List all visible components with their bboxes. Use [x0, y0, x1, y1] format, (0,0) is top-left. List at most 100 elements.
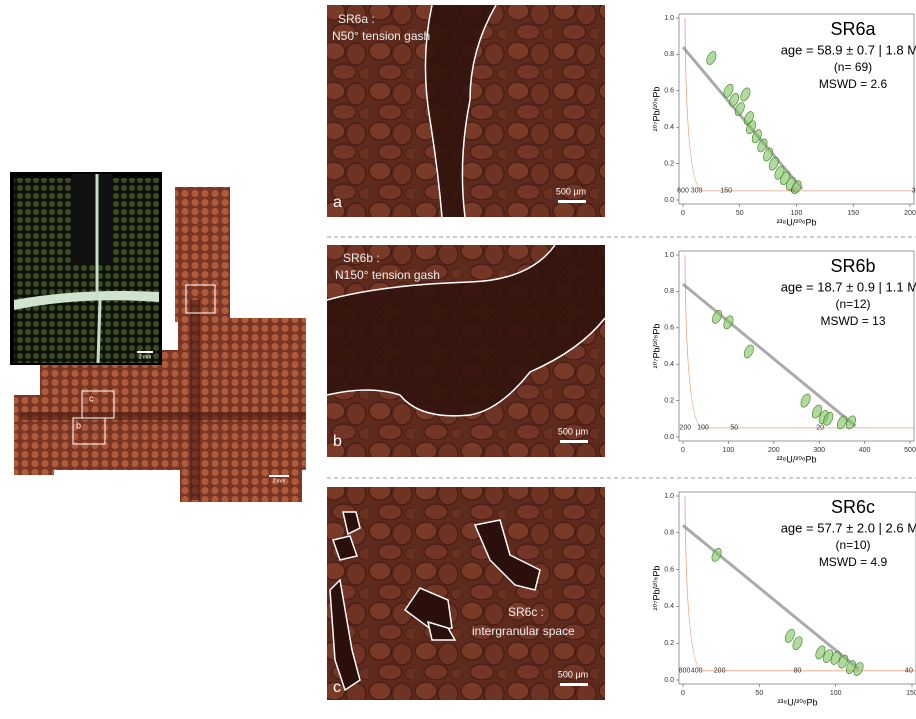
- concordia-age: 20: [816, 425, 824, 432]
- data-ellipse: [815, 645, 826, 660]
- x-tick-label: 100: [723, 447, 735, 454]
- y-axis-label: ²⁰⁷Pb/²⁰⁶Pb: [651, 566, 661, 611]
- panel-letter: c: [333, 679, 341, 696]
- age-text: age = 18.7 ± 0.9 | 1.1 Ma: [781, 279, 916, 294]
- data-ellipse: [800, 393, 811, 408]
- panel-desc: N50° tension gash: [332, 29, 430, 43]
- y-tick-label: 1.0: [664, 15, 674, 22]
- concordia-age: 200: [714, 668, 726, 675]
- plot-frame: [678, 250, 915, 442]
- regression-line: [681, 46, 804, 191]
- panel-desc: intergranular space: [472, 624, 575, 638]
- box-label: c: [89, 393, 94, 403]
- data-ellipse: [711, 548, 722, 562]
- data-ellipse: [838, 654, 849, 669]
- y-tick-label: 1.0: [664, 493, 674, 500]
- panel-letter: a: [333, 194, 342, 211]
- plot-title: SR6a: [830, 19, 876, 39]
- mswd-text: MSWD = 13: [820, 314, 885, 328]
- regression-line: [682, 282, 857, 428]
- data-ellipse: [811, 404, 822, 419]
- x-axis-label: ²³⁸U/²⁰⁶Pb: [776, 217, 816, 227]
- photo-c: SR6c : intergranular space c 500 µm: [327, 487, 605, 700]
- photo-b: SR6b : N150° tension gash b 500 µm: [326, 244, 606, 457]
- plot-title: SR6b: [830, 256, 875, 276]
- data-ellipse: [712, 310, 723, 324]
- concordia-age: 400: [691, 668, 703, 675]
- x-tick-label: 400: [859, 447, 871, 454]
- y-axis-label: ²⁰⁷Pb/²⁰⁶Pb: [651, 87, 661, 132]
- x-tick-label: 150: [847, 210, 859, 217]
- x-tick-label: 500: [904, 447, 916, 454]
- concordia: [684, 17, 914, 192]
- mosaic: 2 mm 2 mm c b: [10, 172, 306, 502]
- data-ellipse: [751, 129, 762, 144]
- panel-name: SR6a :: [338, 12, 375, 26]
- panel-name: SR6c :: [508, 605, 544, 619]
- n-text: (n= 69): [834, 60, 872, 74]
- y-tick-label: 0.8: [664, 530, 674, 537]
- concordia-age: 40: [905, 668, 913, 675]
- concordia-age: 50: [730, 425, 738, 432]
- y-tick-label: 0.2: [664, 397, 674, 404]
- plot: 0.0 0.2 0.4 0.6 0.8 1.0 0 100 200 300 400 500 ²⁰⁷Pb/…: [651, 250, 916, 464]
- concordia-age: 150: [720, 188, 732, 195]
- data-ellipse: [757, 138, 768, 153]
- concordia-age: 100: [697, 425, 709, 432]
- concordia: [684, 254, 914, 429]
- x-tick-label: 50: [755, 690, 763, 697]
- data-ellipse: [734, 102, 745, 116]
- y-tick-label: 0.0: [664, 197, 674, 204]
- plot-title: SR6c: [831, 497, 875, 517]
- data-ellipse: [823, 411, 834, 426]
- data-ellipse: [846, 415, 856, 430]
- concordia-age: 300: [691, 188, 703, 195]
- scale-label: 500 µm: [558, 426, 588, 436]
- y-tick-label: 0.2: [664, 640, 674, 647]
- y-axis-label: ²⁰⁷Pb/²⁰⁶Pb: [651, 324, 661, 369]
- x-tick-label: 150: [906, 690, 916, 697]
- y-tick-label: 0.2: [664, 160, 674, 167]
- data-ellipse: [729, 93, 740, 107]
- data-ellipse: [723, 83, 734, 98]
- y-tick-label: 0.6: [664, 88, 674, 95]
- age-text: age = 58.9 ± 0.7 | 1.8 Ma: [781, 42, 916, 57]
- concordia-age: 600: [677, 188, 689, 195]
- x-tick-label: 100: [791, 210, 803, 217]
- y-tick-label: 0.4: [664, 361, 674, 368]
- scale-label: 2 mm: [273, 478, 286, 484]
- y-tick-label: 0.8: [664, 51, 674, 58]
- data-ellipse: [784, 628, 795, 643]
- scale-label: 2 mm: [139, 354, 152, 360]
- x-tick-label: 100: [830, 690, 842, 697]
- data-ellipse: [853, 662, 864, 676]
- age-text: age = 57.7 ± 2.0 | 2.6 Ma: [781, 520, 916, 535]
- x-axis-label: ²³⁸U/²⁰⁶Pb: [776, 454, 816, 464]
- data-ellipse: [706, 51, 717, 65]
- panel-letter: b: [333, 433, 342, 450]
- x-axis-label: ²³⁸U/²⁰⁶Pb: [777, 697, 817, 707]
- y-tick-label: 0.6: [664, 566, 674, 573]
- x-tick-label: 0: [681, 447, 685, 454]
- n-text: (n=10): [835, 538, 870, 552]
- regression-line: [682, 524, 860, 671]
- y-tick-label: 0.4: [664, 603, 674, 610]
- y-tick-label: 0.0: [664, 434, 674, 441]
- y-tick-label: 0.0: [664, 677, 674, 684]
- x-tick-label: 0: [681, 210, 685, 217]
- y-tick-label: 1.0: [664, 252, 674, 259]
- x-tick-label: 200: [904, 210, 916, 217]
- data-ellipse: [723, 315, 734, 330]
- data-ellipse: [792, 636, 803, 651]
- x-tick-label: 300: [813, 447, 825, 454]
- y-tick-label: 0.6: [664, 325, 674, 332]
- data-ellipse: [746, 120, 757, 135]
- photo-a: SR6a : N50° tension gash a 500 µm: [327, 4, 605, 218]
- scale-label: 500 µm: [558, 669, 588, 679]
- plot-frame: [678, 491, 916, 685]
- data-ellipse: [830, 651, 841, 665]
- data-ellipse: [791, 180, 802, 195]
- x-tick-label: 0: [681, 690, 685, 697]
- concordia-age: 200: [679, 425, 691, 432]
